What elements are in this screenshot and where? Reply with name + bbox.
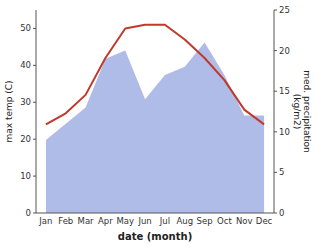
y2-tick-label: 5 [279,167,284,177]
x-tick-label: Sep [197,216,213,226]
y2-axis-label-line: med. precipitation [302,70,312,152]
y-tick-label: 10 [20,171,31,181]
y-tick-label: 50 [20,23,31,33]
y2-tick [274,172,277,173]
y2-tick [274,10,277,11]
x-tick-label: Aug [176,216,193,226]
chart-svg: 0 10 20 30 40 50 0 5 10 15 20 25 Jan Feb MarAprMayJun J… [0,0,318,247]
x-tick-label: Nov [236,216,253,226]
y-tick [33,102,36,103]
y-tick [33,213,36,214]
x-tick-label: Jun [137,216,151,226]
y-axis-label: max temp (C) [4,80,14,142]
y-tick-label: 0 [26,208,31,218]
x-axis-label: date (month) [118,231,192,242]
x-tick-label: Feb [58,216,73,226]
y2-tick-label: 15 [279,86,290,96]
y-tick-label: 30 [20,97,31,107]
y2-tick [274,131,277,132]
x-tick-label: Oct [217,216,232,226]
y2-axis-label-line: (kg/m2) [292,94,302,129]
y2-tick [274,50,277,51]
y-tick [33,28,36,29]
y2-tick-label: 20 [279,46,290,56]
x-tick-label: Mar [78,216,95,226]
temp-line [46,25,264,125]
y-tick-label: 20 [20,134,31,144]
y2-tick-label: 10 [279,127,290,137]
plot-area [46,25,264,213]
y-tick [33,139,36,140]
chart-container: 0 10 20 30 40 50 0 5 10 15 20 25 Jan Feb MarAprMayJun J… [0,0,318,247]
x-tick-label: Jul [159,216,170,226]
y-tick [33,176,36,177]
precip-area [46,42,264,213]
y-tick-label: 40 [20,60,31,70]
x-axis-line [36,213,274,214]
y2-axis-label: med. precipitation(kg/m2) [292,70,312,152]
y2-tick-label: 0 [279,208,284,218]
x-tick-label: Dec [256,216,273,226]
y2-axis-line [274,10,275,213]
y2-tick-label: 25 [279,5,290,15]
y-tick [33,65,36,66]
x-tick-label: May [116,216,134,226]
y2-tick [274,91,277,92]
x-tick-label: Apr [98,216,113,226]
y2-tick [274,213,277,214]
y-axis-line [36,10,37,213]
x-tick-label: Jan [38,216,52,226]
